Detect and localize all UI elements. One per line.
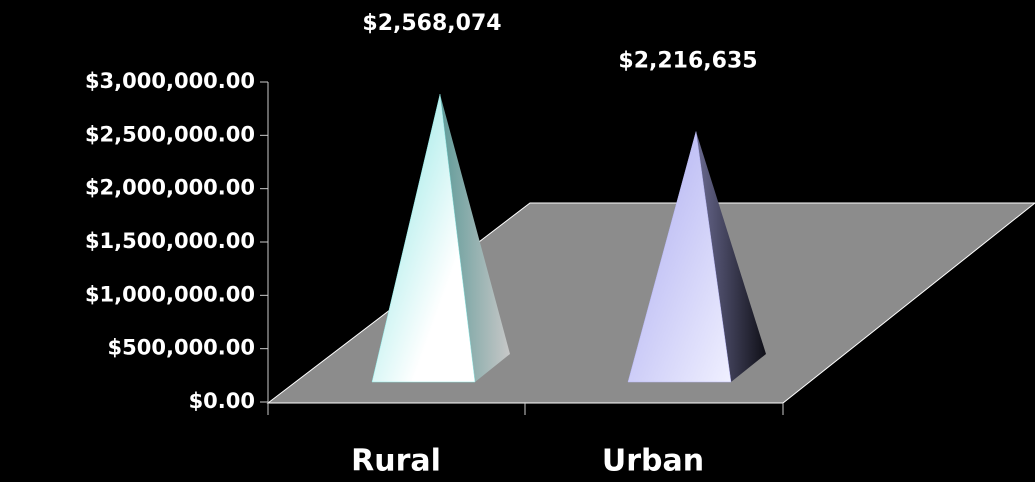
x-tick-label: Rural	[351, 444, 441, 479]
y-tick-label: $3,000,000.00	[85, 69, 255, 93]
y-tick-label: $2,000,000.00	[85, 176, 255, 200]
pyramid	[371, 94, 510, 383]
y-tick-label: $1,500,000.00	[85, 229, 255, 253]
y-tick-label: $1,000,000.00	[85, 282, 255, 306]
y-tick-label: $500,000.00	[108, 336, 255, 360]
pyramid	[627, 131, 766, 383]
value-label: $2,216,635	[618, 49, 757, 74]
pyramid-side	[440, 94, 510, 382]
y-tick-label: $2,500,000.00	[85, 122, 255, 146]
x-tick-label: Urban	[602, 444, 704, 479]
y-tick-label: $0.00	[189, 389, 255, 413]
pyramid-side	[696, 131, 766, 382]
value-label: $2,568,074	[362, 11, 501, 36]
pyramid-front	[371, 94, 476, 383]
pyramid-front	[627, 131, 732, 383]
